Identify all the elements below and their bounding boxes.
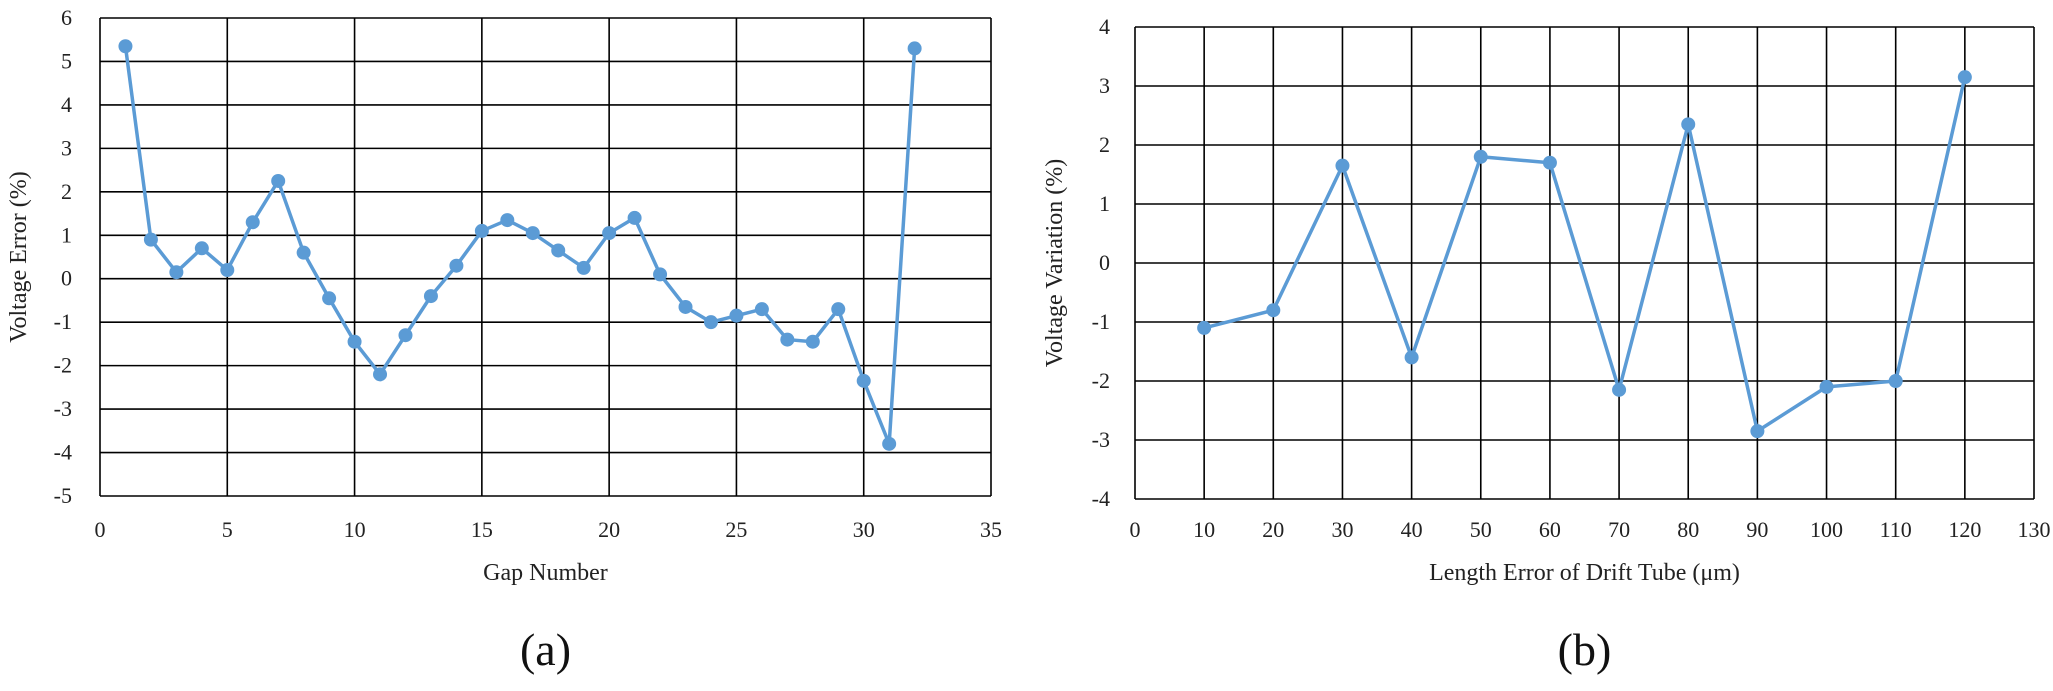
chart-a-caption: (a) — [520, 624, 571, 675]
chart-a-xtick-label: 15 — [471, 517, 493, 542]
chart-b-series-line — [1203, 76, 1967, 433]
chart-a-data-point — [271, 173, 286, 188]
chart-b-data-point — [1681, 117, 1696, 132]
chart-b-ytick-label: 0 — [1099, 250, 1110, 275]
chart-b-xtick-label: 60 — [1539, 517, 1561, 542]
chart-a-series-line — [123, 46, 917, 446]
chart-a-data-point — [780, 332, 795, 347]
chart-b-data-point — [1750, 424, 1765, 439]
chart-a-xtick-label: 20 — [598, 517, 620, 542]
chart-a-data-point — [373, 367, 388, 382]
chart-b-ytick-label: 2 — [1099, 132, 1110, 157]
chart-a-ytick-label: 0 — [61, 266, 72, 291]
chart-a-data-point — [882, 436, 897, 451]
chart-a-data-point — [729, 308, 744, 323]
chart-a-data-point — [220, 263, 235, 278]
chart-a-data-point — [703, 315, 718, 330]
chart-b-xtick-label: 20 — [1262, 517, 1284, 542]
chart-a-data-point — [576, 260, 591, 275]
chart-a-ytick-label: -1 — [54, 309, 72, 334]
chart-b-data-point — [1404, 350, 1419, 365]
chart-a-data-point — [347, 334, 362, 349]
chart-b-ytick-label: -3 — [1092, 427, 1110, 452]
chart-a-data-point — [856, 373, 871, 388]
chart-a-data-point — [525, 226, 540, 241]
chart-a-data-point — [551, 243, 566, 258]
chart-b-xtick-label: 40 — [1401, 517, 1423, 542]
chart-b-xtick-label: 130 — [2018, 517, 2051, 542]
chart-b-ytick-label: -1 — [1092, 309, 1110, 334]
chart-a-y-axis-title: Voltage Error (%) — [6, 171, 32, 343]
chart-b-data-point — [1957, 70, 1972, 85]
chart-b-xtick-label: 70 — [1608, 517, 1630, 542]
chart-b-xtick-label: 90 — [1746, 517, 1768, 542]
chart-a-data-point — [500, 213, 515, 228]
chart-a-xtick-label: 30 — [853, 517, 875, 542]
chart-a: 0 5 10 15 20 25 30 35 -5 -4 -3 -2 -1 0 1 2 3 4 5 6 Gap Numbe… — [6, 5, 1002, 675]
chart-b-data-point — [1612, 382, 1627, 397]
chart-b-xtick-label: 120 — [1948, 517, 1981, 542]
chart-a-xtick-label: 0 — [95, 517, 106, 542]
chart-b-xtick-label: 80 — [1677, 517, 1699, 542]
chart-b-data-point — [1473, 149, 1488, 164]
chart-a-ytick-label: 5 — [61, 48, 72, 73]
chart-b-xtick-label: 110 — [1880, 517, 1912, 542]
chart-b-ytick-label: -4 — [1092, 486, 1110, 511]
chart-a-data-point — [143, 232, 158, 247]
chart-a-data-point — [805, 334, 820, 349]
chart-b-ytick-label: -2 — [1092, 368, 1110, 393]
chart-b-ytick-label: 1 — [1099, 191, 1110, 216]
chart-a-data-point — [602, 226, 617, 241]
chart-a-ytick-label: 4 — [61, 92, 72, 117]
chart-b-xtick-label: 0 — [1130, 517, 1141, 542]
chart-b-data-point — [1197, 320, 1212, 335]
chart-b-ytick-label: 4 — [1099, 14, 1110, 39]
chart-a-ytick-label: -5 — [54, 483, 72, 508]
chart-a-data-point — [754, 302, 769, 317]
chart-a-xtick-label: 25 — [725, 517, 747, 542]
chart-b-x-axis-title: Length Error of Drift Tube (μm) — [1429, 560, 1740, 586]
chart-a-data-point — [627, 210, 642, 225]
chart-b-data-point — [1542, 155, 1557, 170]
chart-b-data-point — [1335, 158, 1350, 173]
chart-b-ytick-label: 3 — [1099, 73, 1110, 98]
chart-a-data-point — [169, 265, 184, 280]
chart-b: 0 10 20 30 40 50 60 70 80 90 100 110 120 130 -4 -3 -2 -1 0… — [1042, 14, 2051, 675]
chart-a-data-point — [118, 39, 133, 54]
chart-a-data-point — [907, 41, 922, 56]
chart-b-xtick-label: 50 — [1470, 517, 1492, 542]
chart-a-data-point — [678, 299, 693, 314]
chart-a-ytick-label: 1 — [61, 222, 72, 247]
chart-a-ytick-label: -4 — [54, 440, 72, 465]
chart-a-xtick-label: 10 — [344, 517, 366, 542]
chart-b-caption: (b) — [1558, 624, 1612, 675]
chart-a-ytick-label: 2 — [61, 179, 72, 204]
chart-a-data-point — [653, 267, 668, 282]
chart-a-data-point — [474, 223, 489, 238]
chart-a-data-point — [423, 289, 438, 304]
chart-b-xtick-label: 10 — [1193, 517, 1215, 542]
chart-b-y-axis-title: Voltage Variation (%) — [1042, 159, 1068, 367]
chart-a-ytick-label: 6 — [61, 5, 72, 30]
chart-a-ytick-label: 3 — [61, 135, 72, 160]
chart-b-xtick-label: 30 — [1331, 517, 1353, 542]
chart-a-data-point — [398, 328, 413, 343]
chart-a-x-axis-title: Gap Number — [483, 560, 608, 586]
chart-a-ytick-label: -3 — [54, 396, 72, 421]
chart-b-data-point — [1888, 374, 1903, 388]
chart-a-xtick-label: 35 — [980, 517, 1002, 542]
chart-a-data-point — [449, 258, 464, 273]
chart-a-data-point — [194, 241, 209, 256]
chart-a-data-point — [831, 302, 846, 317]
chart-a-xtick-label: 5 — [222, 517, 233, 542]
chart-b-xtick-label: 100 — [1810, 517, 1843, 542]
chart-b-data-point — [1266, 303, 1281, 318]
chart-a-ytick-label: -2 — [54, 353, 72, 378]
chart-a-data-point — [322, 291, 337, 306]
chart-b-data-point — [1819, 379, 1834, 394]
chart-a-data-point — [296, 245, 311, 260]
chart-a-data-point — [245, 215, 260, 230]
